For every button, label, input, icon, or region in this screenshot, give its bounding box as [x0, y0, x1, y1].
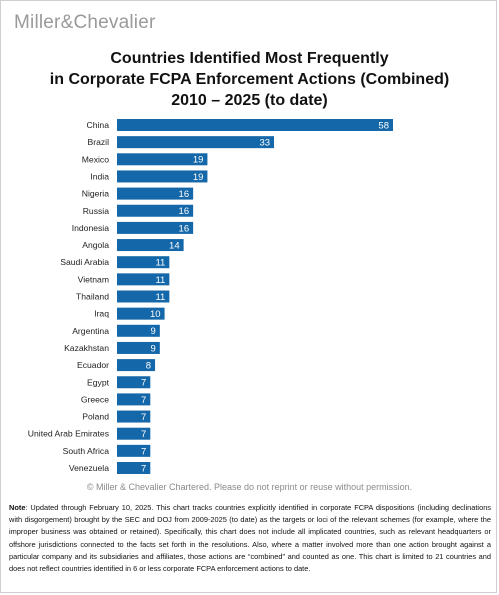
category-label: Nigeria — [82, 189, 109, 199]
bar-value-label: 11 — [155, 292, 165, 303]
bar — [117, 221, 194, 234]
category-label: Brazil — [88, 137, 110, 147]
bar-value-label: 11 — [155, 258, 165, 269]
category-label: China — [87, 120, 110, 130]
chart-title: Countries Identified Most Frequently in … — [0, 48, 499, 111]
brand-logo: Miller&Chevalier — [14, 12, 156, 33]
bar — [117, 307, 165, 320]
bar — [117, 393, 151, 406]
title-line-1: Countries Identified Most Frequently — [110, 50, 389, 67]
bar-value-label: 33 — [259, 138, 270, 149]
bar — [117, 170, 208, 183]
bar-value-label: 7 — [141, 412, 146, 423]
category-label: Iraq — [94, 309, 109, 319]
bar-value-label: 7 — [141, 429, 146, 440]
bar-value-label: 16 — [179, 189, 190, 200]
category-label: Angola — [82, 240, 109, 250]
bar — [117, 324, 160, 337]
bar-value-label: 58 — [378, 120, 389, 131]
bar-value-label: 16 — [179, 206, 190, 217]
bar — [117, 273, 170, 286]
bar-value-label: 7 — [141, 446, 146, 457]
bar-value-label: 19 — [193, 172, 204, 183]
chart-note: Note: Updated through February 10, 2025.… — [9, 502, 491, 575]
category-label: Kazakhstan — [64, 343, 109, 353]
category-label: Mexico — [82, 154, 109, 164]
bar-value-label: 8 — [146, 361, 151, 372]
bar-value-label: 16 — [179, 223, 190, 234]
bar — [117, 204, 194, 217]
category-label: Egypt — [87, 377, 110, 387]
bar-value-label: 11 — [155, 275, 165, 286]
bar-value-label: 9 — [151, 343, 156, 354]
category-label: Indonesia — [72, 223, 109, 233]
category-label: Vietnam — [78, 274, 109, 284]
bar — [117, 359, 156, 372]
bar-value-label: 14 — [169, 240, 180, 251]
bar — [117, 290, 170, 303]
bar-value-label: 7 — [141, 378, 146, 389]
copyright-notice: © Miller & Chevalier Chartered. Please d… — [86, 482, 413, 492]
category-label: Venezuela — [69, 463, 109, 473]
category-label: Argentina — [72, 326, 109, 336]
bar-chart: China 58 Brazil 33 Mexico 19 India 19 Nigeria 16 R… — [28, 119, 393, 474]
title-line-2: in Corporate FCPA Enforcement Actions (C… — [49, 71, 450, 88]
category-label: Ecuador — [77, 360, 109, 370]
bar — [117, 462, 151, 474]
category-label: South Africa — [63, 446, 110, 456]
bar-value-label: 10 — [150, 309, 161, 320]
category-label: Greece — [81, 394, 109, 404]
bar-value-label: 9 — [151, 326, 156, 337]
category-label: United Arab Emirates — [28, 429, 109, 439]
category-label: Saudi Arabia — [60, 257, 109, 267]
bar — [117, 187, 194, 200]
bar — [117, 341, 160, 354]
bar — [117, 410, 151, 423]
bar — [117, 153, 208, 166]
note-label: Note — [9, 503, 26, 512]
category-label: Russia — [83, 206, 109, 216]
note-text: : Updated through February 10, 2025. Thi… — [9, 503, 491, 574]
bar-value-label: 19 — [193, 155, 204, 166]
category-label: Thailand — [76, 292, 109, 302]
bar — [117, 376, 151, 389]
bar — [117, 239, 184, 252]
bar-value-label: 7 — [141, 463, 146, 474]
bar — [117, 427, 151, 440]
bar — [117, 256, 170, 269]
category-label: Poland — [82, 412, 109, 422]
title-line-3: 2010 – 2025 (to date) — [171, 92, 328, 109]
bar — [117, 119, 393, 131]
bar — [117, 444, 151, 457]
bar — [117, 136, 275, 149]
category-label: India — [90, 171, 109, 181]
bar-value-label: 7 — [141, 395, 146, 406]
